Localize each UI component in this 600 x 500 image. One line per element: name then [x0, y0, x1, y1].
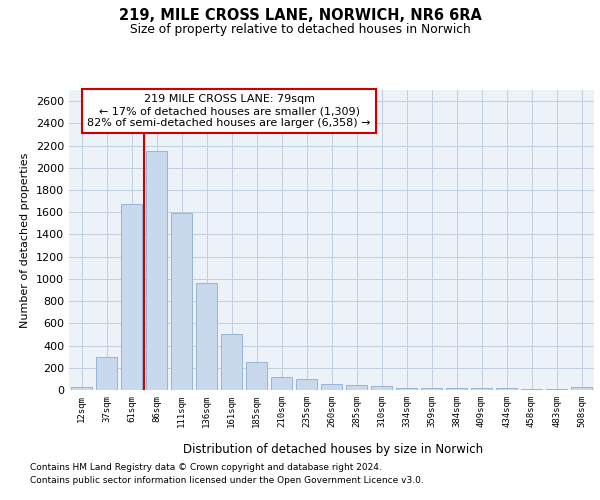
- Text: Distribution of detached houses by size in Norwich: Distribution of detached houses by size …: [183, 442, 483, 456]
- Text: Size of property relative to detached houses in Norwich: Size of property relative to detached ho…: [130, 22, 470, 36]
- Y-axis label: Number of detached properties: Number of detached properties: [20, 152, 31, 328]
- Bar: [171, 214, 192, 390]
- Bar: [346, 386, 367, 390]
- Text: 219, MILE CROSS LANE, NORWICH, NR6 6RA: 219, MILE CROSS LANE, NORWICH, NR6 6RA: [119, 8, 481, 22]
- Text: Contains HM Land Registry data © Crown copyright and database right 2024.: Contains HM Land Registry data © Crown c…: [30, 462, 382, 471]
- Text: 219 MILE CROSS LANE: 79sqm
← 17% of detached houses are smaller (1,309)
82% of s: 219 MILE CROSS LANE: 79sqm ← 17% of deta…: [88, 94, 371, 128]
- Text: Contains public sector information licensed under the Open Government Licence v3: Contains public sector information licen…: [30, 476, 424, 485]
- Bar: [96, 356, 117, 390]
- Bar: [196, 284, 217, 390]
- Bar: [396, 388, 417, 390]
- Bar: [121, 204, 142, 390]
- Bar: [571, 387, 592, 390]
- Bar: [246, 362, 267, 390]
- Bar: [371, 386, 392, 390]
- Bar: [71, 387, 92, 390]
- Bar: [471, 388, 492, 390]
- Bar: [146, 151, 167, 390]
- Bar: [271, 376, 292, 390]
- Bar: [296, 379, 317, 390]
- Bar: [321, 384, 342, 390]
- Bar: [496, 388, 517, 390]
- Bar: [221, 334, 242, 390]
- Bar: [421, 388, 442, 390]
- Bar: [446, 388, 467, 390]
